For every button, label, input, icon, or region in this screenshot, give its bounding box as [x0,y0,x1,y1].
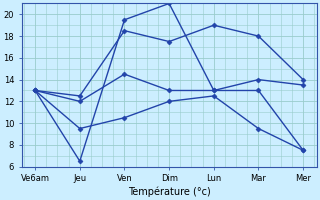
X-axis label: Température (°c): Température (°c) [128,186,211,197]
